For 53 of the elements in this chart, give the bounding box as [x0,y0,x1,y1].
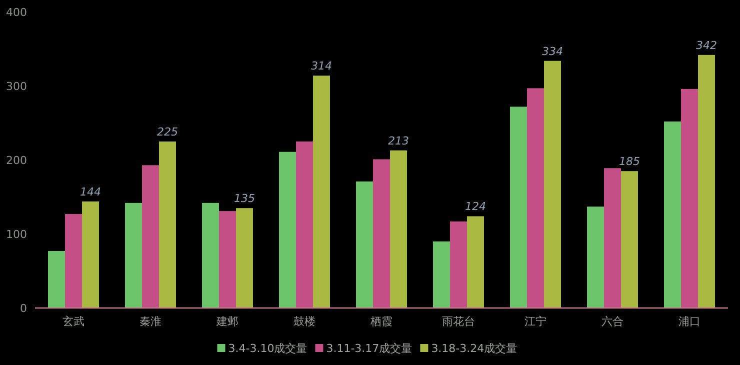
x-tick-label: 栖霞 [370,315,392,328]
legend-label: 3.11-3.17成交量 [326,342,412,355]
legend-label: 3.4-3.10成交量 [228,342,308,355]
bar [681,88,698,308]
bar [236,208,253,308]
data-label: 144 [80,185,101,198]
x-tick-label: 六合 [602,315,624,328]
bar [279,152,296,308]
bar [125,202,142,308]
bar [142,165,159,308]
bar [82,201,99,308]
data-label: 213 [388,134,409,148]
bar [65,214,82,308]
x-tick-label: 江宁 [524,315,546,328]
bar [433,241,450,308]
bar [467,216,484,308]
bar [510,106,527,308]
y-tick-label: 100 [6,228,27,241]
bar [356,181,373,308]
bar [202,202,219,308]
bar [698,54,715,308]
legend-label: 3.18-3.24成交量 [431,342,518,355]
x-tick-label: 雨花台 [442,315,475,328]
bar [390,150,407,308]
bar [313,76,330,308]
y-tick-label: 200 [6,154,27,167]
bar [159,142,176,308]
data-label: 185 [619,155,640,168]
bar [604,168,621,308]
y-tick-label: 400 [6,6,27,19]
bar [296,142,313,308]
data-label: 225 [157,126,178,138]
bar [621,171,638,308]
data-label: 334 [542,44,563,58]
bar [48,251,65,308]
bar [587,206,604,308]
x-tick-label: 玄武 [62,315,84,328]
data-label: 135 [234,192,255,206]
bar [219,211,236,308]
bar [664,122,681,308]
data-label: 342 [696,38,717,52]
x-tick-label: 秦淮 [140,315,162,328]
bar [544,60,561,308]
data-label: 124 [465,200,486,214]
bar [450,221,467,308]
x-tick-label: 浦口 [678,315,700,328]
x-tick-label: 鼓楼 [294,315,316,328]
x-tick-label: 建邺 [216,315,238,328]
data-label: 314 [311,60,332,73]
bar [527,88,544,308]
y-tick-label: 300 [6,80,27,93]
y-tick-label: 0 [20,302,27,315]
bar [373,159,390,308]
